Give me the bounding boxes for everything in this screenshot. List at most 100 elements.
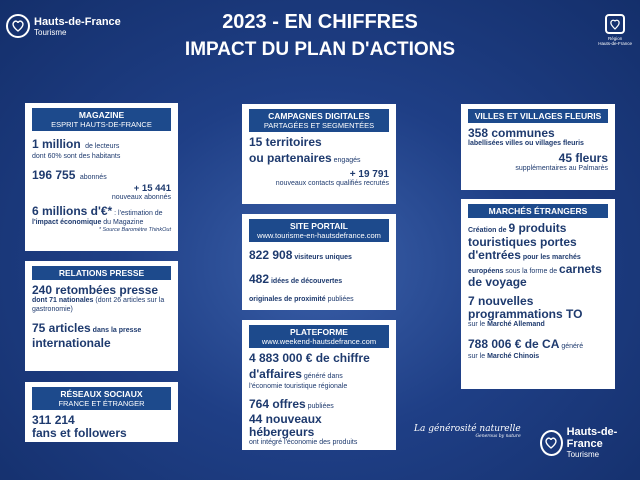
press-header: RELATIONS PRESSE bbox=[32, 266, 171, 280]
social-title: RÉSEAUX SOCIAUX bbox=[60, 389, 143, 399]
subscribers: 196 755 abonnés bbox=[32, 166, 171, 184]
communes-value: 358 communes bbox=[468, 126, 555, 140]
digital-card: CAMPAGNES DIGITALES PARTAGÉES ET SEGMENTÉ… bbox=[242, 104, 396, 204]
source-note: * Source Baromètre ThinkOut bbox=[98, 227, 171, 233]
magazine-title: MAGAZINE bbox=[78, 110, 125, 120]
creation-travel: carnets de voyage bbox=[468, 261, 602, 289]
social-subtitle: FRANCE ET ÉTRANGER bbox=[58, 399, 145, 408]
ideas-value: 482 bbox=[249, 272, 270, 286]
fallouts-national: dont 71 nationales bbox=[32, 297, 94, 304]
communes-label: labellisées villes ou villages fleuris bbox=[468, 140, 584, 147]
social-label: fans et followers bbox=[32, 426, 127, 440]
contacts-value: + 19 791 bbox=[349, 169, 389, 180]
hosts-label: ont intégré l'économie des produits bbox=[249, 438, 358, 446]
ideas-published: publiées bbox=[325, 296, 354, 303]
region-logo: Région Hauts-de-France bbox=[598, 14, 632, 46]
creation-pre: Création de bbox=[468, 227, 509, 234]
revenue-line: d'affaires généré dans bbox=[249, 365, 389, 383]
ideas-label: idées de découvertes bbox=[269, 278, 343, 285]
new-subscribers-label: nouveaux abonnés bbox=[111, 193, 171, 201]
programs-market: sur le Marché Allemand bbox=[468, 321, 608, 330]
fallouts-detail: dont 71 nationales (dont 26 articles sur… bbox=[32, 297, 171, 314]
digital-subtitle: PARTAGÉES ET SEGMENTÉES bbox=[263, 121, 375, 130]
readers-value: 1 million bbox=[32, 137, 81, 151]
territories-value: 15 territoires bbox=[249, 135, 322, 149]
creation-form: sous la forme de bbox=[503, 267, 560, 275]
subscribers-label: abonnés bbox=[79, 173, 107, 181]
market-china: Marché Chinois bbox=[487, 353, 540, 360]
china-revenue-value: 788 006 € de CA bbox=[468, 337, 560, 351]
page-title: 2023 - EN CHIFFRES bbox=[222, 11, 418, 33]
magazine-header: MAGAZINE ESPRIT HAUTS-DE-FRANCE bbox=[32, 108, 171, 131]
visitors-label: visiteurs uniques bbox=[292, 254, 352, 261]
social-header: RÉSEAUX SOCIAUX FRANCE ET ÉTRANGER bbox=[32, 387, 171, 410]
platform-url: www.weekend-hautsdefrance.com bbox=[261, 337, 377, 346]
china-generated: généré bbox=[559, 343, 584, 350]
creation-products: 9 produits touristiques portes d'entrées bbox=[468, 221, 577, 262]
footer-logo: Hauts-de-France Tourisme bbox=[540, 426, 640, 459]
heart-map-icon bbox=[540, 429, 563, 456]
fallouts-value: 240 retombées presse bbox=[32, 283, 159, 297]
impact-value: 6 millions d'€* bbox=[32, 204, 113, 218]
digital-header: CAMPAGNES DIGITALES PARTAGÉES ET SEGMENTÉ… bbox=[249, 109, 389, 132]
revenue-business: d'affaires bbox=[249, 367, 302, 381]
region-map-icon bbox=[605, 14, 626, 34]
footer-brand-sub: Tourisme bbox=[566, 450, 600, 459]
new-subscribers-value: + 15 441 bbox=[133, 182, 171, 194]
market-germany: Marché Allemand bbox=[487, 320, 545, 328]
ideas-original: originales de proximité bbox=[249, 296, 326, 303]
revenue-china: 788 006 € de CA généré bbox=[468, 335, 608, 353]
programs-value: 7 nouvelles programmations TO bbox=[468, 293, 583, 321]
articles-value: 75 articles bbox=[32, 321, 91, 335]
revenue-generated: généré dans bbox=[301, 373, 343, 380]
social-value: 311 214 bbox=[32, 413, 75, 427]
china-market: sur le Marché Chinois bbox=[468, 353, 608, 362]
magazine-subtitle: ESPRIT HAUTS-DE-FRANCE bbox=[51, 120, 152, 129]
region-line1: Région bbox=[607, 36, 623, 41]
platform-header: PLATEFORME www.weekend-hautsdefrance.com bbox=[249, 325, 389, 348]
heart-map-icon bbox=[6, 14, 30, 38]
offers-label: publiées bbox=[305, 402, 334, 410]
revenue-economy: l'économie touristique régionale bbox=[249, 383, 348, 390]
offers-value: 764 offres bbox=[249, 396, 306, 411]
ideas-line: originales de proximité publiées bbox=[249, 288, 389, 306]
brand-name: Hauts-de-France bbox=[34, 15, 121, 28]
readers-detail: dont 60% sont des habitants bbox=[32, 153, 121, 160]
territories-partners: ou partenaires bbox=[249, 151, 332, 165]
digital-title: CAMPAGNES DIGITALES bbox=[268, 111, 370, 121]
subscribers-value: 196 755 bbox=[32, 167, 76, 182]
slogan-text: La générosité naturelle bbox=[414, 424, 521, 434]
territories-line: ou partenaires engagés bbox=[249, 149, 389, 167]
territories-label: engagés bbox=[331, 157, 361, 164]
page-subtitle: IMPACT DU PLAN D'ACTIONS bbox=[184, 39, 456, 60]
press-card: RELATIONS PRESSE 240 retombées presse do… bbox=[25, 261, 178, 371]
villages-header: VILLES ET VILLAGES FLEURIS bbox=[468, 109, 608, 123]
portal-card: SITE PORTAIL www.tourisme-en-hautsdefranc… bbox=[242, 214, 396, 310]
programs-on: sur le bbox=[468, 320, 488, 328]
readers-label: de lecteurs bbox=[85, 143, 120, 150]
china-on: sur le bbox=[468, 353, 488, 360]
social-card: RÉSEAUX SOCIAUX FRANCE ET ÉTRANGER 311 21… bbox=[25, 382, 178, 442]
hosts-value: 44 nouveaux hébergeurs bbox=[249, 411, 322, 439]
region-line2: Hauts-de-France bbox=[598, 41, 632, 46]
articles-line: internationale bbox=[32, 336, 111, 350]
economic-impact: 6 millions d'€* : l'estimation de l'impa… bbox=[32, 205, 171, 227]
offers: 764 offres publiées bbox=[249, 395, 389, 413]
portal-url: www.tourisme-en-hautsdefrance.com bbox=[257, 231, 381, 240]
platform-card: PLATEFORME www.weekend-hautsdefrance.com … bbox=[242, 320, 396, 450]
brand-sub: Tourisme bbox=[34, 27, 67, 37]
footer-brand-name: Hauts-de-France bbox=[566, 426, 618, 450]
readers: 1 million de lecteurs bbox=[32, 135, 171, 153]
articles: 75 articles dans la presse bbox=[32, 319, 171, 337]
impact-end: du Magazine bbox=[101, 218, 144, 226]
portal-header: SITE PORTAIL www.tourisme-en-hautsdefranc… bbox=[249, 219, 389, 242]
revenue-value: 4 883 000 € de chiffre bbox=[249, 351, 370, 365]
platform-title: PLATEFORME bbox=[290, 327, 348, 337]
articles-label: dans la presse bbox=[90, 327, 142, 334]
slogan-english: Generous by nature bbox=[475, 434, 521, 439]
fallouts-gastro: (dont 26 articles sur la gastronomie) bbox=[32, 297, 165, 313]
markets-card: MARCHÉS ÉTRANGERS Création de 9 produits… bbox=[461, 199, 615, 389]
villages-card: VILLES ET VILLAGES FLEURIS 358 communes … bbox=[461, 104, 615, 190]
markets-header: MARCHÉS ÉTRANGERS bbox=[468, 204, 608, 218]
visitors-value: 822 908 bbox=[249, 248, 293, 262]
